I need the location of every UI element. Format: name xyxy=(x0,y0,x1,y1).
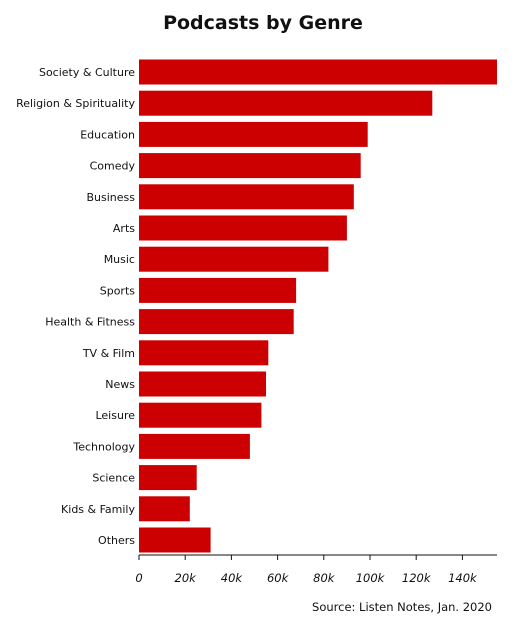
x-tick-label: 0 xyxy=(135,571,142,585)
bar-education xyxy=(139,121,368,147)
category-label-science: Science xyxy=(92,472,135,485)
bar-business xyxy=(139,184,354,210)
category-label-religion-spirituality: Religion & Spirituality xyxy=(16,97,135,110)
x-tick-label: 140k xyxy=(448,571,478,585)
x-tick-label: 60k xyxy=(267,571,290,585)
category-label-others: Others xyxy=(98,534,135,547)
bar-music xyxy=(139,246,329,272)
bar-kids-family xyxy=(139,496,190,522)
category-label-leisure: Leisure xyxy=(95,409,135,422)
bar-others xyxy=(139,527,211,553)
x-tick-label: 40k xyxy=(221,571,244,585)
bar-technology xyxy=(139,433,250,459)
category-label-news: News xyxy=(105,378,135,391)
bar-leisure xyxy=(139,402,262,428)
category-label-sports: Sports xyxy=(100,284,136,297)
bar-health-fitness xyxy=(139,309,294,335)
x-tick-label: 120k xyxy=(402,571,432,585)
x-tick-label: 80k xyxy=(313,571,336,585)
bar-society-culture xyxy=(139,59,497,85)
category-label-education: Education xyxy=(80,128,135,141)
category-label-health-fitness: Health & Fitness xyxy=(45,316,135,329)
bar-sports xyxy=(139,277,297,303)
category-label-tv-film: TV & Film xyxy=(82,347,135,360)
category-label-comedy: Comedy xyxy=(90,160,136,173)
bar-science xyxy=(139,465,197,491)
bar-comedy xyxy=(139,153,361,179)
x-tick-label: 100k xyxy=(356,571,386,585)
category-label-music: Music xyxy=(104,253,135,266)
bar-arts xyxy=(139,215,347,241)
bar-tv-film xyxy=(139,340,269,366)
chart-title: Podcasts by Genre xyxy=(163,12,363,34)
bar-religion-spirituality xyxy=(139,90,433,116)
category-label-business: Business xyxy=(86,191,135,204)
category-label-technology: Technology xyxy=(72,440,135,453)
category-label-kids-family: Kids & Family xyxy=(61,503,135,516)
x-tick-label: 20k xyxy=(175,571,198,585)
category-label-arts: Arts xyxy=(113,222,135,235)
bar-news xyxy=(139,371,266,397)
category-label-society-culture: Society & Culture xyxy=(39,66,135,79)
source-note: Source: Listen Notes, Jan. 2020 xyxy=(312,600,492,614)
